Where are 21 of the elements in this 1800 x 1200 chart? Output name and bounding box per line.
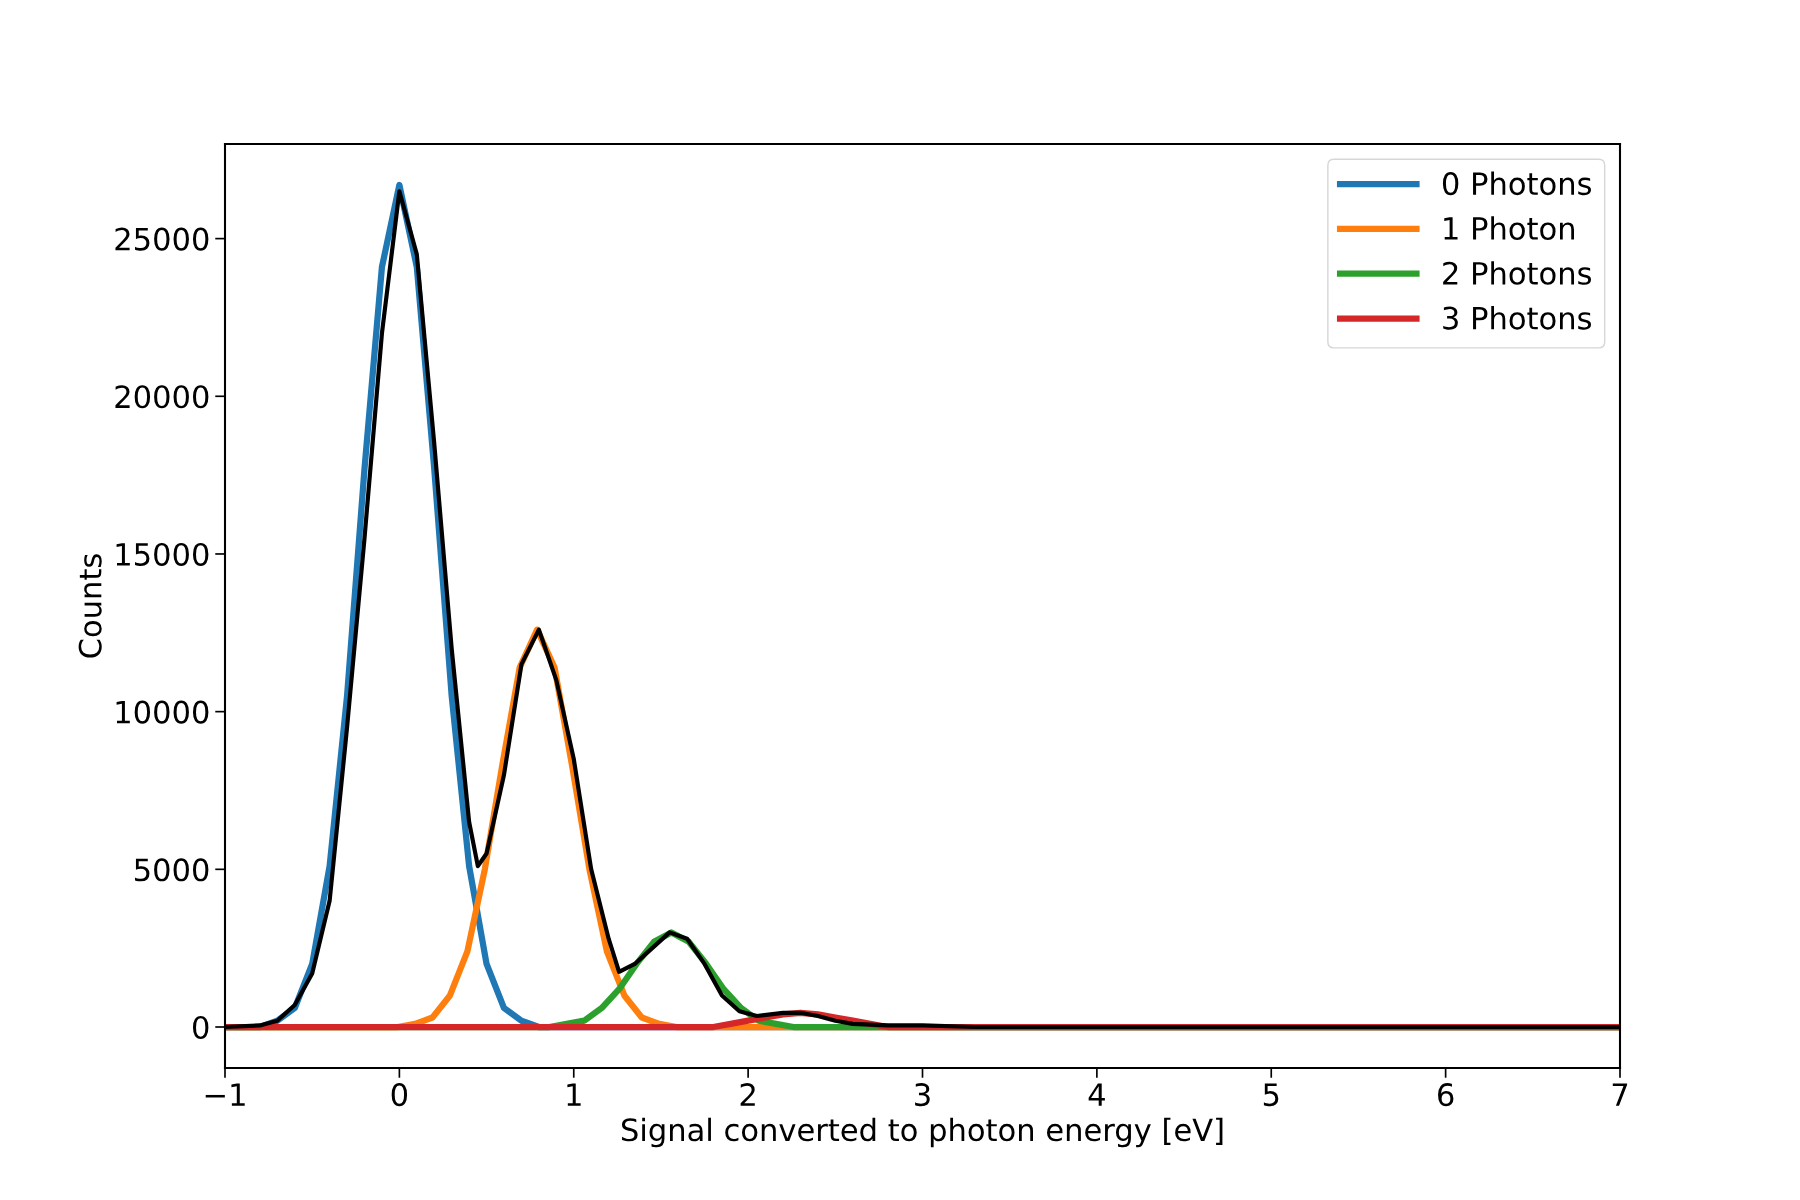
- x-tick-label: 1: [567, 1083, 581, 1106]
- x-tick-label: 4: [1088, 1083, 1105, 1106]
- y-tick-label: 5000: [135, 858, 209, 882]
- x-tick-label: 5: [1263, 1083, 1279, 1107]
- y-tick-label: 25000: [115, 227, 209, 251]
- x-tick-label: 0: [391, 1083, 408, 1107]
- legend-label: 3 Photons: [1443, 306, 1592, 330]
- x-tick-label: −1: [205, 1083, 245, 1106]
- y-tick-label: 0: [192, 1015, 209, 1040]
- y-tick-label: 15000: [116, 542, 209, 567]
- legend-label: 2 Photons: [1443, 261, 1592, 285]
- x-tick-label: 6: [1438, 1083, 1454, 1107]
- x-axis-title: Signal converted to photon energy [eV]: [621, 1117, 1223, 1148]
- legend-label: 1 Photon: [1444, 216, 1574, 240]
- y-tick-label: 10000: [116, 700, 209, 724]
- x-tick-label: 2: [740, 1083, 755, 1106]
- y-tick-label: 20000: [115, 385, 209, 409]
- y-axis-title: Counts: [78, 554, 102, 658]
- x-tick-label: 7: [1612, 1083, 1628, 1106]
- x-tick-label: 3: [915, 1083, 930, 1107]
- legend-label: 0 Photons: [1442, 171, 1592, 196]
